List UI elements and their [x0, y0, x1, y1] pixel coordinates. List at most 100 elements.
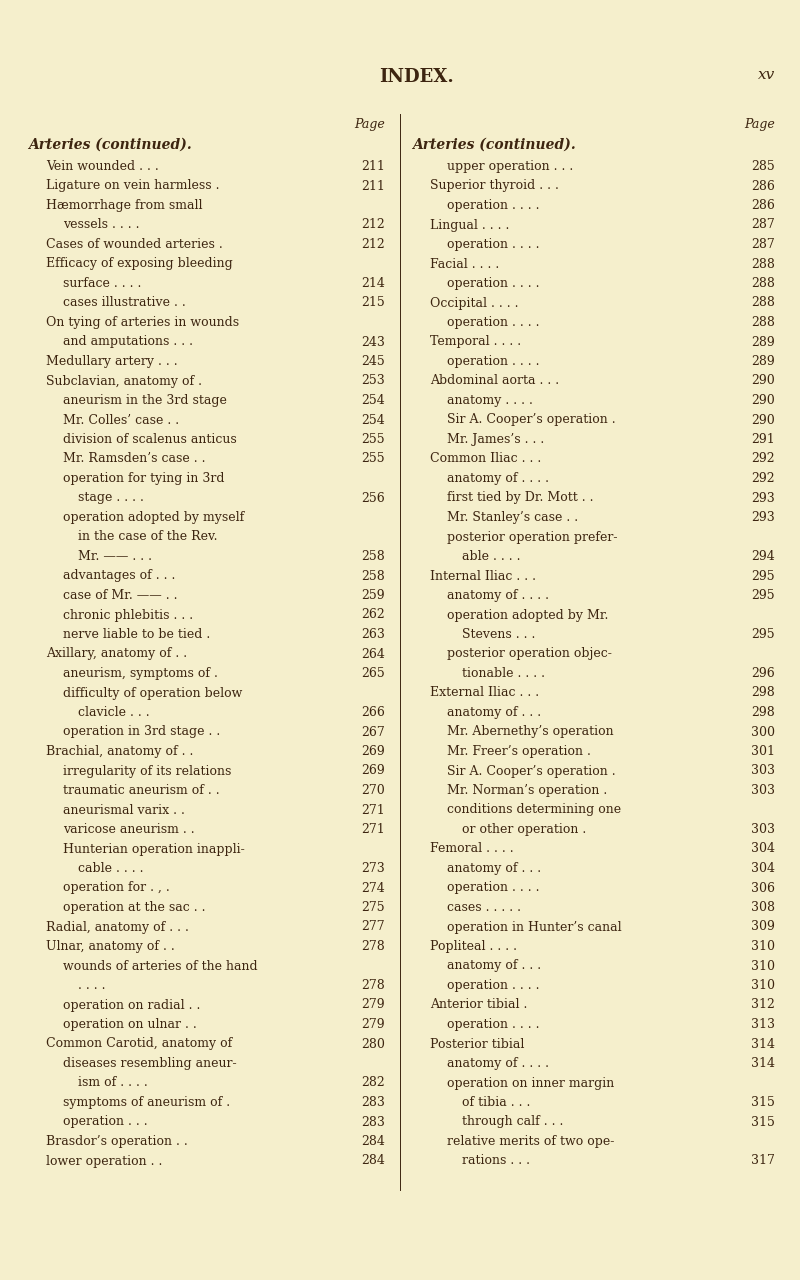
- Text: posterior operation prefer-: posterior operation prefer-: [447, 530, 618, 544]
- Text: 296: 296: [751, 667, 775, 680]
- Text: 269: 269: [362, 764, 385, 777]
- Text: advantages of . . .: advantages of . . .: [63, 570, 179, 582]
- Text: On tying of arteries in wounds: On tying of arteries in wounds: [46, 316, 239, 329]
- Text: 310: 310: [751, 960, 775, 973]
- Text: Common Iliac . . .: Common Iliac . . .: [430, 453, 546, 466]
- Text: stage . . . .: stage . . . .: [78, 492, 148, 504]
- Text: aneurism in the 3rd stage: aneurism in the 3rd stage: [63, 394, 231, 407]
- Text: 313: 313: [751, 1018, 775, 1030]
- Text: operation for tying in 3rd: operation for tying in 3rd: [63, 472, 225, 485]
- Text: Hunterian operation inappli-: Hunterian operation inappli-: [63, 842, 245, 855]
- Text: 284: 284: [361, 1155, 385, 1167]
- Text: varicose aneurism . .: varicose aneurism . .: [63, 823, 198, 836]
- Text: cases illustrative . .: cases illustrative . .: [63, 297, 190, 310]
- Text: 287: 287: [751, 219, 775, 232]
- Text: anatomy of . . .: anatomy of . . .: [447, 960, 545, 973]
- Text: Axillary, anatomy of . .: Axillary, anatomy of . .: [46, 648, 191, 660]
- Text: External Iliac . . .: External Iliac . . .: [430, 686, 543, 699]
- Text: 280: 280: [361, 1038, 385, 1051]
- Text: wounds of arteries of the hand: wounds of arteries of the hand: [63, 960, 258, 973]
- Text: 278: 278: [362, 940, 385, 954]
- Text: 271: 271: [362, 823, 385, 836]
- Text: difficulty of operation below: difficulty of operation below: [63, 686, 242, 699]
- Text: 282: 282: [362, 1076, 385, 1089]
- Text: 286: 286: [751, 179, 775, 192]
- Text: Mr. James’s . . .: Mr. James’s . . .: [447, 433, 548, 445]
- Text: 317: 317: [751, 1155, 775, 1167]
- Text: Radial, anatomy of . . .: Radial, anatomy of . . .: [46, 920, 193, 933]
- Text: 288: 288: [751, 297, 775, 310]
- Text: 211: 211: [361, 160, 385, 173]
- Text: 266: 266: [361, 707, 385, 719]
- Text: first tied by Dr. Mott . .: first tied by Dr. Mott . .: [447, 492, 598, 504]
- Text: Sir A. Cooper’s operation .: Sir A. Cooper’s operation .: [447, 764, 620, 777]
- Text: in the case of the Rev.: in the case of the Rev.: [78, 530, 218, 544]
- Text: Superior thyroid . . .: Superior thyroid . . .: [430, 179, 563, 192]
- Text: 290: 290: [751, 394, 775, 407]
- Text: 212: 212: [362, 238, 385, 251]
- Text: 254: 254: [362, 413, 385, 426]
- Text: anatomy of . . . .: anatomy of . . . .: [447, 589, 553, 602]
- Text: anatomy of . . . .: anatomy of . . . .: [447, 472, 553, 485]
- Text: 273: 273: [362, 861, 385, 876]
- Text: xv: xv: [758, 68, 775, 82]
- Text: tionable . . . .: tionable . . . .: [462, 667, 549, 680]
- Text: 214: 214: [361, 276, 385, 291]
- Text: 298: 298: [751, 707, 775, 719]
- Text: 255: 255: [362, 433, 385, 445]
- Text: Vein wounded . . .: Vein wounded . . .: [46, 160, 162, 173]
- Text: 212: 212: [362, 219, 385, 232]
- Text: ism of . . . .: ism of . . . .: [78, 1076, 152, 1089]
- Text: Hæmorrhage from small: Hæmorrhage from small: [46, 198, 202, 212]
- Text: cases . . . . .: cases . . . . .: [447, 901, 525, 914]
- Text: posterior operation objec-: posterior operation objec-: [447, 648, 612, 660]
- Text: Abdominal aorta . . .: Abdominal aorta . . .: [430, 375, 563, 388]
- Text: 211: 211: [361, 179, 385, 192]
- Text: Arteries (continued).: Arteries (continued).: [28, 138, 192, 152]
- Text: Temporal . . . .: Temporal . . . .: [430, 335, 525, 348]
- Text: operation in 3rd stage . .: operation in 3rd stage . .: [63, 726, 224, 739]
- Text: 310: 310: [751, 979, 775, 992]
- Text: 309: 309: [751, 920, 775, 933]
- Text: anatomy . . . .: anatomy . . . .: [447, 394, 537, 407]
- Text: 277: 277: [362, 920, 385, 933]
- Text: 267: 267: [362, 726, 385, 739]
- Text: and amputations . . .: and amputations . . .: [63, 335, 197, 348]
- Text: operation on ulnar . .: operation on ulnar . .: [63, 1018, 201, 1030]
- Text: 304: 304: [751, 842, 775, 855]
- Text: operation . . . .: operation . . . .: [447, 1018, 543, 1030]
- Text: 265: 265: [362, 667, 385, 680]
- Text: 275: 275: [362, 901, 385, 914]
- Text: Ligature on vein harmless .: Ligature on vein harmless .: [46, 179, 223, 192]
- Text: Common Carotid, anatomy of: Common Carotid, anatomy of: [46, 1038, 236, 1051]
- Text: 287: 287: [751, 238, 775, 251]
- Text: upper operation . . .: upper operation . . .: [447, 160, 578, 173]
- Text: Brachial, anatomy of . .: Brachial, anatomy of . .: [46, 745, 198, 758]
- Text: surface . . . .: surface . . . .: [63, 276, 146, 291]
- Text: through calf . . .: through calf . . .: [462, 1115, 567, 1129]
- Text: 288: 288: [751, 276, 775, 291]
- Text: 269: 269: [362, 745, 385, 758]
- Text: Ulnar, anatomy of . .: Ulnar, anatomy of . .: [46, 940, 178, 954]
- Text: 286: 286: [751, 198, 775, 212]
- Text: 314: 314: [751, 1057, 775, 1070]
- Text: 254: 254: [362, 394, 385, 407]
- Text: rations . . .: rations . . .: [462, 1155, 534, 1167]
- Text: 314: 314: [751, 1038, 775, 1051]
- Text: of tibia . . .: of tibia . . .: [462, 1096, 534, 1108]
- Text: Mr. —— . . .: Mr. —— . . .: [78, 550, 156, 563]
- Text: 258: 258: [362, 550, 385, 563]
- Text: operation . . . .: operation . . . .: [447, 882, 543, 895]
- Text: 215: 215: [362, 297, 385, 310]
- Text: operation for . , .: operation for . , .: [63, 882, 174, 895]
- Text: Medullary artery . . .: Medullary artery . . .: [46, 355, 182, 369]
- Text: 290: 290: [751, 375, 775, 388]
- Text: clavicle . . .: clavicle . . .: [78, 707, 154, 719]
- Text: 285: 285: [751, 160, 775, 173]
- Text: operation on inner margin: operation on inner margin: [447, 1076, 614, 1089]
- Text: operation . . . .: operation . . . .: [447, 355, 543, 369]
- Text: cable . . . .: cable . . . .: [78, 861, 147, 876]
- Text: Facial . . . .: Facial . . . .: [430, 257, 503, 270]
- Text: 288: 288: [751, 257, 775, 270]
- Text: 253: 253: [362, 375, 385, 388]
